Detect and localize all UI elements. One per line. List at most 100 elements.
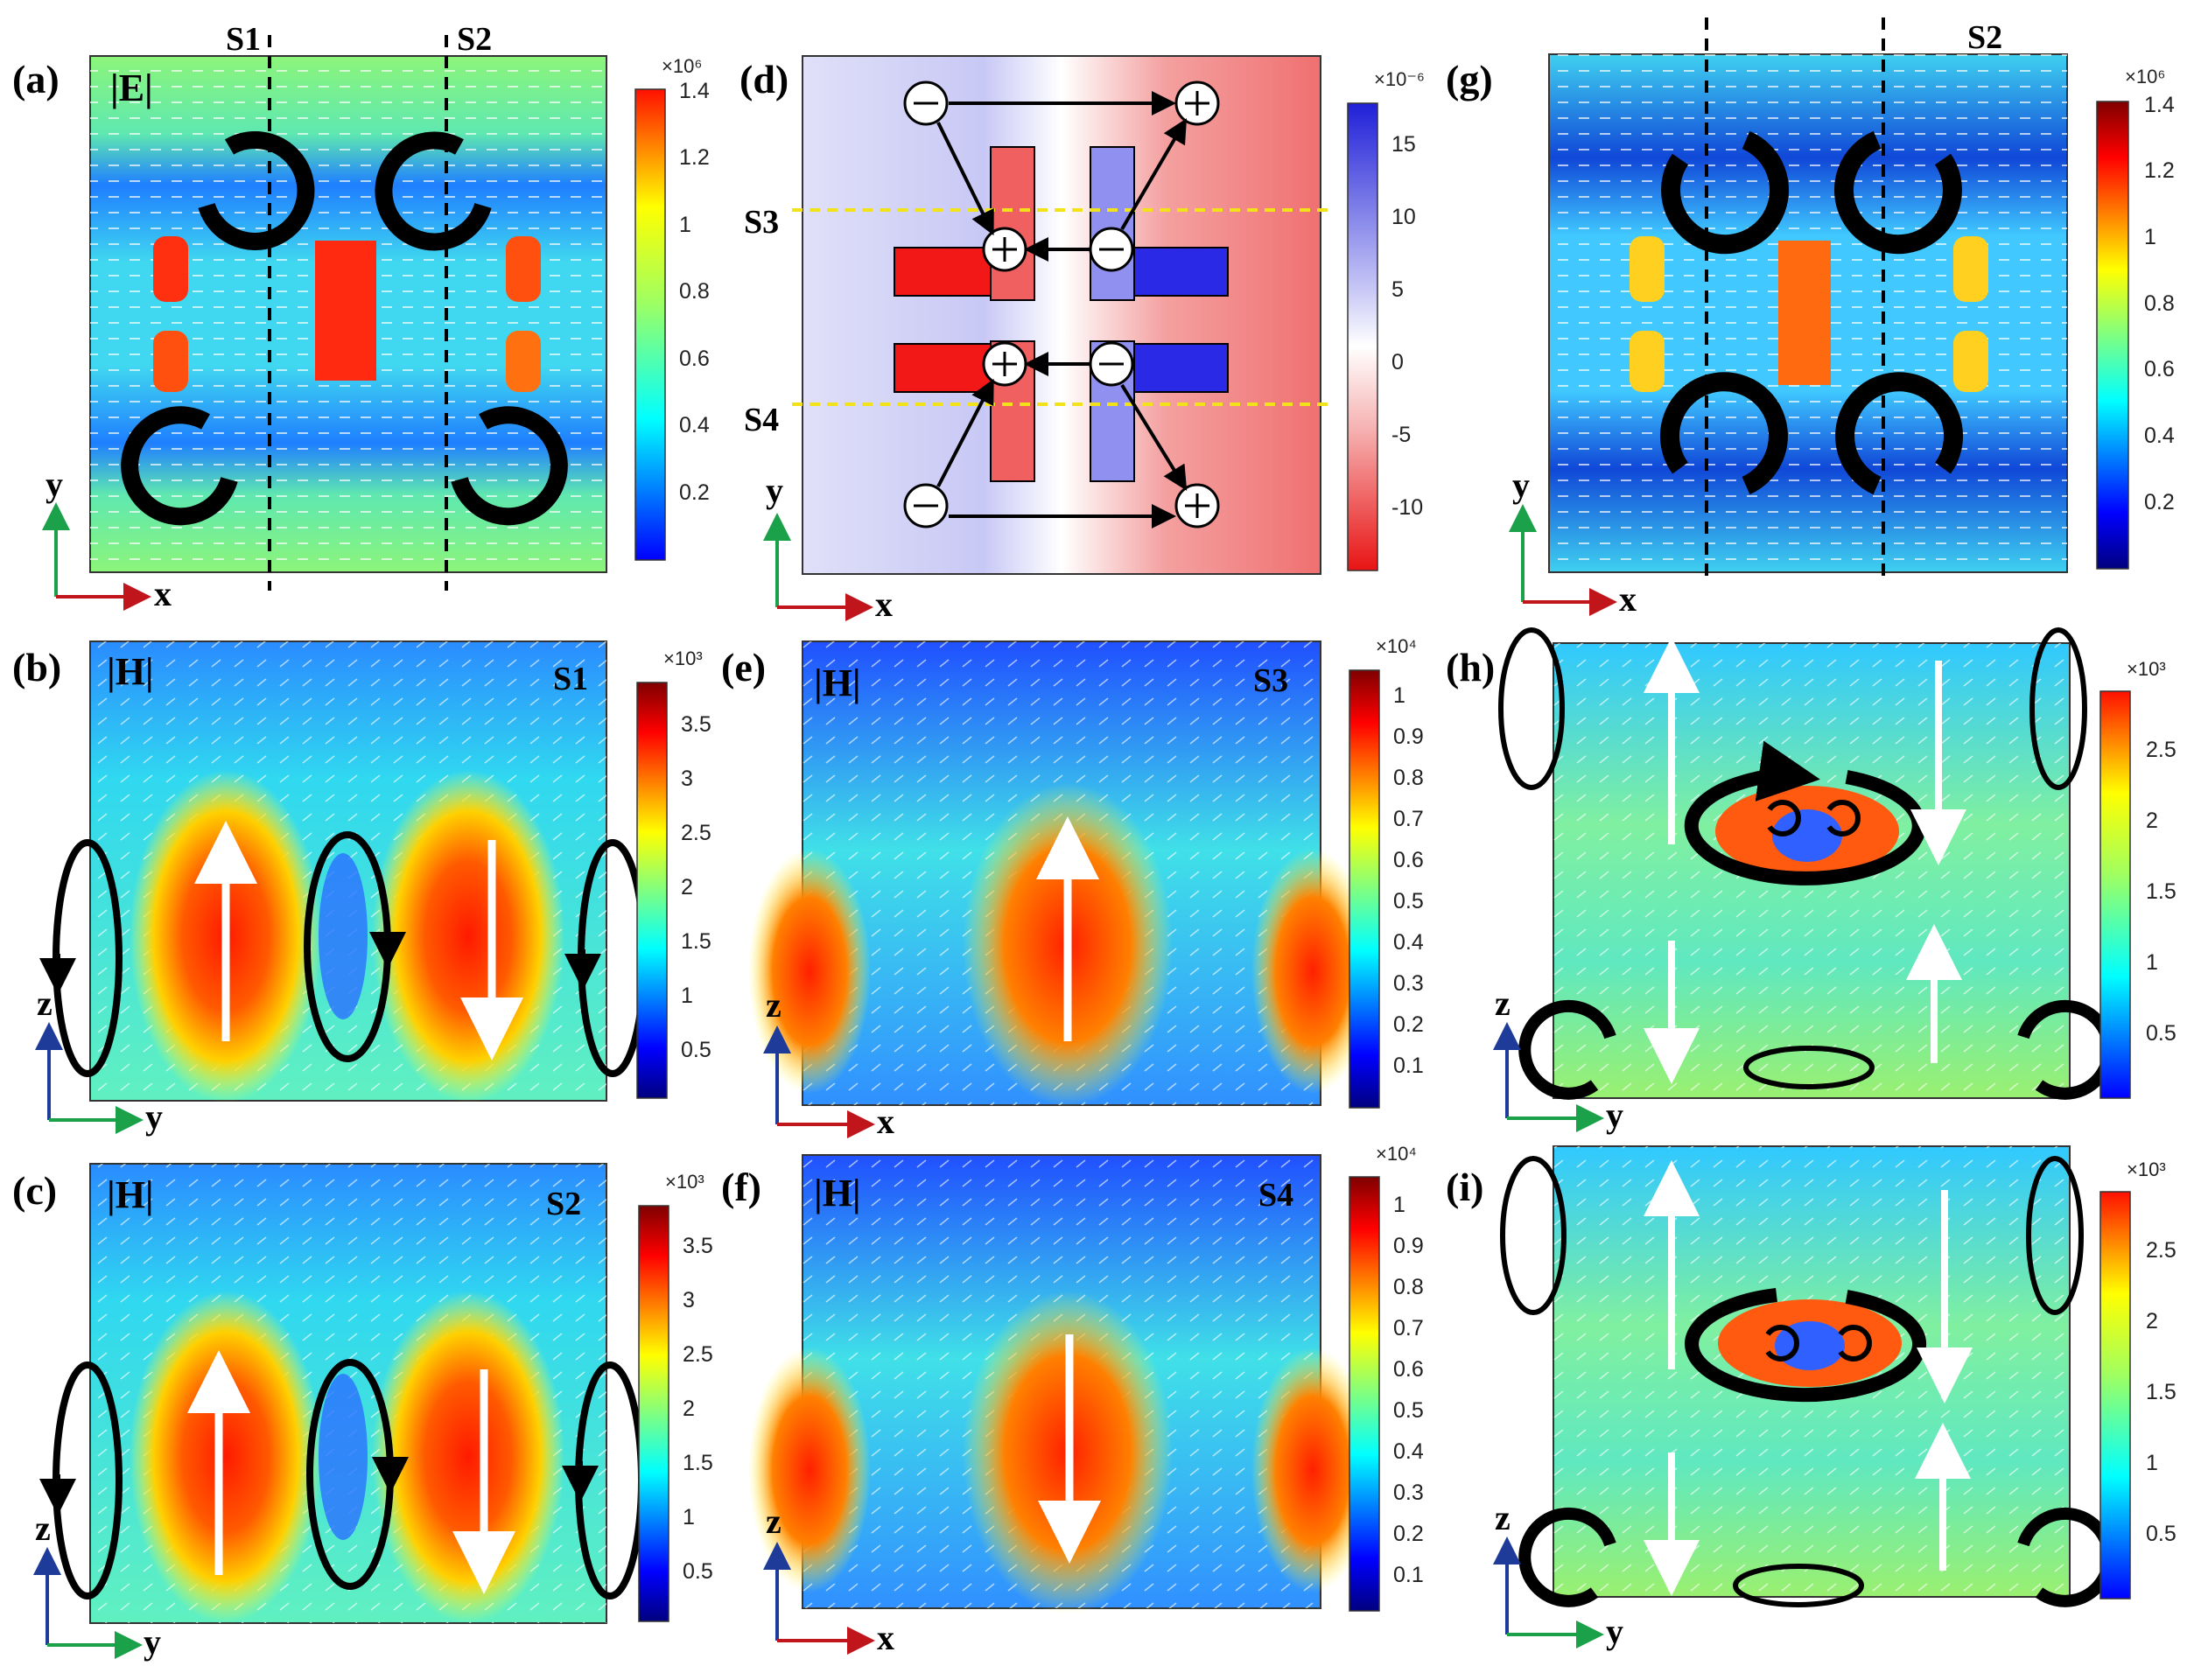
section-label: S2 [546,1186,581,1222]
colorbar-tick: 0.3 [1393,1480,1424,1505]
loop-arrow-icon [1685,1288,1927,1403]
colorbar-tick: 0.4 [2144,424,2175,448]
colorbar-tick: 0.2 [679,480,710,505]
colorbar-tick: 2.5 [681,821,711,845]
axis-label-z: z [35,1508,51,1548]
panel-b: |H| S1 (b) z y ×10³ 3.5 3 2.5 2 1.5 1 0.… [12,640,711,1137]
colorbar-tick: 0.7 [1393,1316,1424,1340]
axis-label-y: y [1606,1612,1623,1651]
colorbar-tick: 5 [1391,277,1404,302]
panel-i: (i) z y ×10³ 2.5 2 1.5 1 0.5 [1446,1145,2176,1651]
colorbar-tick: 0.6 [2144,357,2175,382]
axis-label-x: x [1619,579,1637,619]
cut-label-s1: S1 [226,21,261,58]
colorbar-tick: 0.8 [1393,1275,1424,1299]
loop-arrow-icon [1518,1507,1616,1607]
small-loop-icon [1826,800,1861,836]
field-label: |H| [814,1172,861,1214]
colorbar-tick: 1.2 [2144,158,2175,183]
colorbar-tick: 1.5 [2146,879,2176,904]
colorbar-tick: 3 [681,766,693,791]
colorbar-tick: 0.6 [1393,1357,1424,1382]
colorbar-exponent: ×10³ [665,1171,704,1193]
colorbar-tick: 0 [1391,350,1404,374]
loop-arrow-icon [198,130,315,250]
cut-label-s4: S4 [744,402,779,438]
colorbar-tick: 0.6 [1393,848,1424,872]
panel-c: |H| S2 (c) z y ×10³ 3.5 3 2.5 2 1.5 1 0.… [12,1163,713,1662]
colorbar-tick: 1.5 [681,929,711,954]
loop-arrow-icon [375,131,492,251]
colorbar-tick: -10 [1391,495,1423,520]
colorbar-tick: 0.4 [1393,930,1424,955]
field-label: |E| [110,66,153,109]
loop-arrow-icon [451,406,568,526]
colorbar-tick: 15 [1391,132,1416,157]
axis-label-y: y [145,1097,163,1137]
panel-e: |H| S3 (e) z x ×10⁴ 1 0.9 0.8 0.7 0.6 0.… [721,635,1424,1141]
field-label: |H| [107,650,154,693]
colorbar-tick: 2.5 [683,1342,713,1367]
field-label: |H| [814,662,861,704]
axis-label-y: y [144,1622,161,1662]
colorbar-tick: 0.8 [1393,766,1424,790]
colorbar-exponent: ×10³ [663,648,703,669]
colorbar-tick: 0.5 [2146,1021,2176,1046]
axis-label-z: z [766,1502,782,1541]
colorbar-tick: 2 [681,875,693,900]
colorbar-tick: 10 [1391,205,1416,229]
colorbar-tick: 1 [679,213,691,237]
colorbar-tick: 0.9 [1393,724,1424,749]
small-loop-icon [1767,800,1801,836]
cut-label-s2: S2 [1967,19,2002,56]
colorbar-tick: 1.5 [2146,1380,2176,1404]
panel-f: |H| S4 (f) z x ×10⁴ 1 0.9 0.8 0.7 0.6 0.… [721,1143,1424,1657]
panel-d: S3 S4 (d) y x ×10⁻⁶ 15 10 5 0 -5 -10 [740,55,1425,624]
colorbar-tick: 2 [2146,1309,2158,1334]
colorbar-tick: 0.1 [1393,1563,1424,1587]
axis-label-x: x [154,574,172,613]
section-label: S1 [553,661,588,697]
colorbar-tick: 0.8 [679,279,710,304]
panel-label-a: (a) [12,57,60,102]
colorbar-tick: 1 [2146,950,2158,975]
colorbar-tick: 0.5 [1393,889,1424,914]
colorbar-tick: 0.9 [1393,1234,1424,1258]
colorbar-ticks: 1.4 1.2 1 0.8 0.6 0.4 0.2 [679,79,710,505]
panel-label-h: (h) [1446,645,1495,690]
axis-label-z: z [37,984,53,1023]
colorbar-exponent: ×10³ [2127,658,2166,680]
colorbar-tick: 0.2 [1393,1012,1424,1037]
axis-label-x: x [877,1102,894,1141]
panel-label-g: (g) [1446,57,1493,102]
colorbar-tick: -5 [1391,423,1411,447]
colorbar-tick: 0.4 [679,413,710,438]
small-loop-icon [1765,1325,1799,1362]
colorbar-tick: 1 [1393,683,1405,708]
loop-arrow-icon [1833,130,1962,255]
axis-label-y: y [1512,466,1530,505]
loop-arrow-icon [1518,999,1616,1100]
colorbar-tick: 1.4 [679,79,710,103]
colorbar-tick: 2 [683,1396,695,1421]
axis-label-y: y [766,471,783,510]
colorbar-exponent: ×10⁶ [662,55,702,77]
colorbar-tick: 0.2 [1393,1522,1424,1546]
section-label: S3 [1253,662,1288,699]
colorbar-tick: 1.4 [2144,93,2175,117]
colorbar-tick: 2.5 [2146,1238,2176,1263]
colorbar-tick: 0.5 [1393,1398,1424,1423]
colorbar-tick: 0.7 [1393,807,1424,831]
colorbar-tick: 2.5 [2146,738,2176,762]
loop-arrow-icon [1661,130,1790,255]
colorbar-tick: 1.5 [683,1451,713,1475]
axis-label-z: z [1495,1498,1511,1537]
field-label: |H| [107,1173,154,1216]
section-label: S4 [1258,1177,1293,1214]
loop-arrow-icon [121,406,238,526]
colorbar-exponent: ×10⁻⁶ [1374,68,1425,90]
panel-label-d: (d) [740,57,789,102]
colorbar-exponent: ×10³ [2127,1158,2166,1180]
colorbar-tick: 0.3 [1393,971,1424,996]
small-loop-icon [1838,1325,1872,1362]
